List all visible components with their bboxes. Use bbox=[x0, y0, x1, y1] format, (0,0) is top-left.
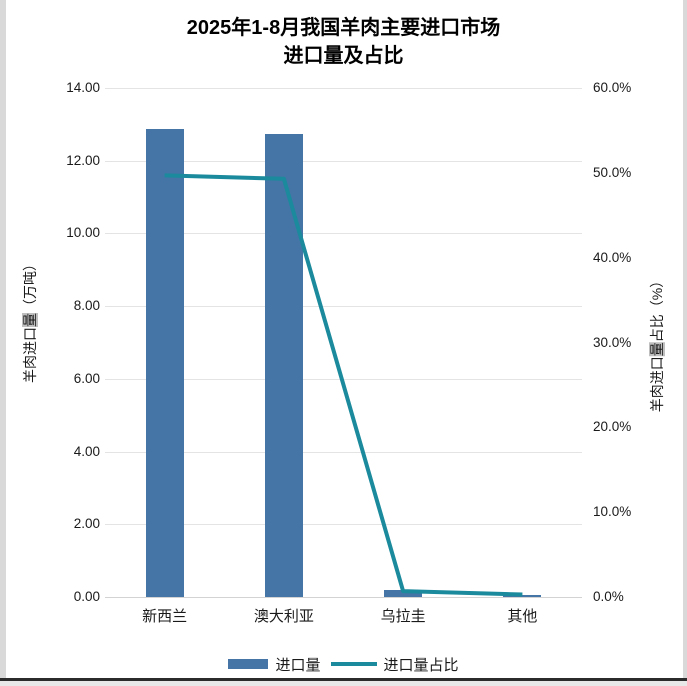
right-axis-tick-label: 10.0% bbox=[593, 504, 632, 520]
x-axis-category-label: 新西兰 bbox=[142, 608, 188, 625]
left-axis-tick-label: 6.00 bbox=[73, 370, 100, 386]
x-axis-category-label: 澳大利亚 bbox=[253, 608, 314, 625]
import-volume-bar bbox=[503, 594, 542, 597]
gridline bbox=[105, 524, 582, 526]
x-axis-category-label: 乌拉圭 bbox=[380, 608, 426, 625]
bottom-margin bbox=[0, 681, 687, 686]
legend-item-import-share: 进口量占比 bbox=[330, 654, 459, 675]
left-axis-tick-label: 8.00 bbox=[73, 298, 100, 314]
right-axis-tick-label: 60.0% bbox=[593, 80, 632, 95]
x-axis-category-label: 其他 bbox=[507, 608, 538, 625]
legend-line-label: 进口量占比 bbox=[383, 656, 459, 674]
gridline bbox=[105, 306, 582, 308]
import-volume-bar bbox=[264, 134, 303, 597]
legend-item-import-volume: 进口量 bbox=[228, 654, 321, 675]
left-axis-tick-label: 10.00 bbox=[66, 225, 100, 241]
chart-title: 2025年1-8月我国羊肉主要进口市场 进口量及占比 bbox=[0, 14, 687, 70]
import-share-line bbox=[164, 173, 523, 597]
x-axis-line bbox=[105, 597, 582, 598]
gridline bbox=[105, 88, 582, 89]
right-axis-title-prefix: 羊肉进口 bbox=[649, 356, 665, 413]
left-axis-tick-label: 12.00 bbox=[66, 152, 100, 168]
legend: 进口量 进口量占比 bbox=[0, 652, 687, 676]
left-axis-tick-label: 14.00 bbox=[66, 80, 100, 95]
import-volume-bar bbox=[384, 590, 423, 597]
gridline bbox=[105, 451, 582, 453]
page-left-margin bbox=[0, 0, 6, 686]
right-axis-title-suffix: 占比（%） bbox=[649, 273, 665, 343]
left-axis-title: 羊肉进口量（万吨） bbox=[20, 257, 40, 383]
legend-bar-label: 进口量 bbox=[275, 656, 321, 674]
left-axis-tick-label: 4.00 bbox=[73, 443, 100, 459]
chart-title-line-1: 2025年1-8月我国羊肉主要进口市场 bbox=[186, 17, 501, 39]
right-axis-tick-label: 0.0% bbox=[593, 589, 624, 604]
legend-bar-swatch bbox=[228, 659, 269, 669]
right-axis-tick-label: 30.0% bbox=[593, 334, 632, 350]
left-axis-title-highlighted-char: 量 bbox=[22, 313, 38, 327]
gridline bbox=[105, 160, 582, 162]
gridline bbox=[105, 233, 582, 235]
bottom-divider bbox=[0, 678, 687, 681]
left-axis-tick-label: 2.00 bbox=[73, 516, 100, 532]
plot-area bbox=[105, 88, 582, 598]
import-volume-bar bbox=[145, 129, 184, 597]
chart-title-line-2: 进口量及占比 bbox=[283, 45, 404, 67]
legend-line-swatch bbox=[330, 662, 377, 666]
left-axis-tick-label: 0.00 bbox=[73, 589, 100, 604]
import-share-line-layer bbox=[164, 173, 523, 597]
page-right-margin bbox=[683, 0, 687, 686]
right-axis-tick-label: 40.0% bbox=[593, 249, 632, 265]
right-axis-tick-label: 20.0% bbox=[593, 419, 632, 435]
right-axis-tick-label: 50.0% bbox=[593, 164, 632, 180]
